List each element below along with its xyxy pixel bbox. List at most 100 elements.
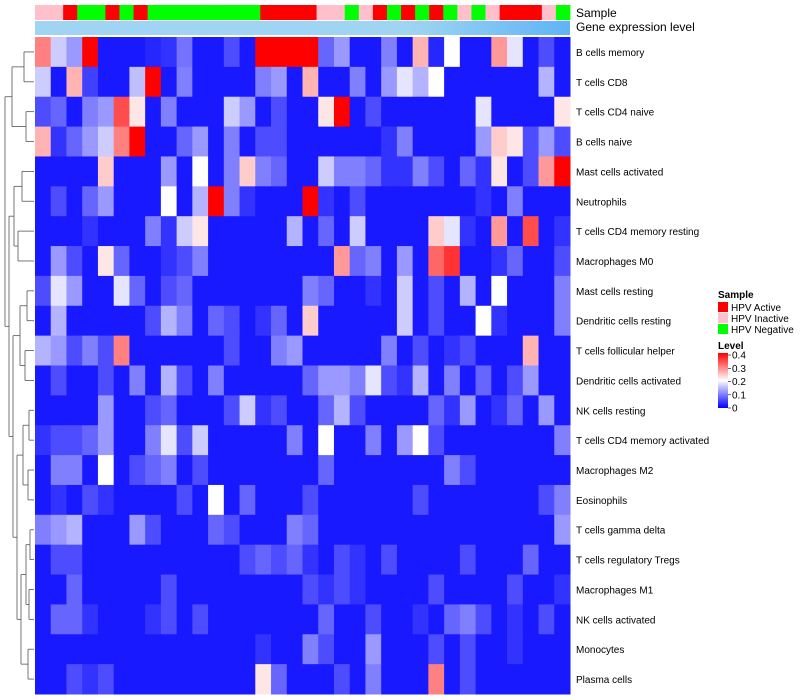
heatmap-cell <box>271 664 288 695</box>
heatmap-cell <box>459 484 477 516</box>
heatmap-cell <box>522 664 540 695</box>
sample-annotation-cell <box>372 5 388 20</box>
heatmap-cell <box>223 66 241 98</box>
heatmap-cell <box>522 275 540 307</box>
heatmap-cell <box>428 96 445 128</box>
level-legend-tick-label: 0.4 <box>732 351 746 362</box>
heatmap-cell <box>239 365 256 396</box>
heatmap-cell <box>444 275 461 307</box>
heatmap-cell <box>145 216 162 247</box>
heatmap-cell <box>50 66 67 98</box>
heatmap-cell <box>208 186 225 217</box>
heatmap-cell <box>459 574 477 605</box>
heatmap-cell <box>428 425 445 456</box>
heatmap-cell <box>412 425 429 456</box>
heatmap-cell <box>522 425 540 456</box>
heatmap-cell <box>66 246 83 277</box>
heatmap-cell <box>192 484 209 516</box>
heatmap-cell <box>35 156 52 187</box>
heatmap-cell <box>113 544 130 576</box>
heatmap-cell <box>160 455 178 486</box>
sample-annotation-cell <box>443 5 458 20</box>
heatmap-cell <box>522 395 540 426</box>
sample-annotation-cell <box>161 5 177 20</box>
heatmap-cell <box>255 275 272 307</box>
sample-annotation-cell <box>457 5 472 20</box>
heatmap-cell <box>444 484 461 516</box>
heatmap-cell <box>97 425 115 456</box>
heatmap-cell <box>507 156 524 187</box>
heatmap-cell <box>349 544 366 576</box>
heatmap-cell <box>192 395 209 426</box>
heatmap-cell <box>381 425 398 456</box>
heatmap-cell <box>459 544 477 576</box>
heatmap-cell <box>475 484 492 516</box>
heatmap-cell <box>428 246 445 277</box>
heatmap-cell <box>507 604 524 635</box>
heatmap-cell <box>50 305 67 337</box>
heatmap-cell <box>491 455 508 486</box>
heatmap-cell <box>160 96 178 128</box>
heatmap-cell <box>302 574 319 605</box>
heatmap-cell <box>271 156 288 187</box>
sample-annotation-cell <box>175 5 191 20</box>
heatmap-cell <box>302 216 319 247</box>
heatmap-cell <box>428 395 445 426</box>
heatmap-cell <box>444 544 461 576</box>
heatmap-cell <box>271 574 288 605</box>
row-label: T cells CD4 memory activated <box>576 436 709 447</box>
heatmap-cell <box>129 216 146 247</box>
heatmap-cell <box>318 37 335 68</box>
level-legend-tick-label: 0.1 <box>732 390 746 401</box>
heatmap-cell <box>192 455 209 486</box>
heatmap-cell <box>176 634 193 665</box>
heatmap-cell <box>491 305 508 337</box>
heatmap-cell <box>208 664 225 695</box>
heatmap-cell <box>444 66 461 98</box>
heatmap-cell <box>412 544 429 576</box>
heatmap-cell <box>428 574 445 605</box>
sample-annotation-cell <box>91 5 106 20</box>
heatmap-cell <box>302 37 319 68</box>
heatmap-cell <box>554 664 571 695</box>
heatmap-cell <box>97 126 115 157</box>
heatmap-cell <box>412 186 429 217</box>
heatmap-cell <box>396 126 414 157</box>
heatmap-cell <box>554 96 571 128</box>
heatmap-cell <box>176 126 193 157</box>
heatmap-cell <box>444 664 461 695</box>
heatmap-cell <box>223 156 241 187</box>
heatmap-cell <box>538 156 555 187</box>
heatmap-cell <box>491 156 508 187</box>
heatmap-cell <box>129 156 146 187</box>
heatmap-cell <box>507 246 524 277</box>
heatmap-cell <box>365 275 382 307</box>
heatmap-cell <box>129 544 146 576</box>
heatmap-cell <box>82 634 99 665</box>
heatmap-cell <box>318 574 335 605</box>
heatmap-cell <box>82 514 99 546</box>
heatmap-cell <box>286 544 303 576</box>
heatmap-cell <box>271 395 288 426</box>
sample-annotation-cell <box>105 5 120 20</box>
heatmap-cell <box>239 156 256 187</box>
heatmap-cell <box>271 634 288 665</box>
heatmap-cell <box>491 66 508 98</box>
heatmap-cell <box>381 455 398 486</box>
heatmap-cell <box>333 246 351 277</box>
heatmap-cell <box>522 216 540 247</box>
heatmap-cell <box>554 305 571 337</box>
heatmap-cell <box>129 186 146 217</box>
heatmap-cell <box>522 604 540 635</box>
heatmap-cell <box>396 664 414 695</box>
heatmap-cell <box>538 66 555 98</box>
heatmap-cell <box>66 305 83 337</box>
heatmap-cell <box>82 425 99 456</box>
heatmap-cell <box>255 544 272 576</box>
heatmap-cell <box>475 96 492 128</box>
heatmap-cell <box>554 604 571 635</box>
sample-annotation-cell <box>541 5 557 20</box>
heatmap-cell <box>176 96 193 128</box>
heatmap-cell <box>129 514 146 546</box>
heatmap-cell <box>176 664 193 695</box>
